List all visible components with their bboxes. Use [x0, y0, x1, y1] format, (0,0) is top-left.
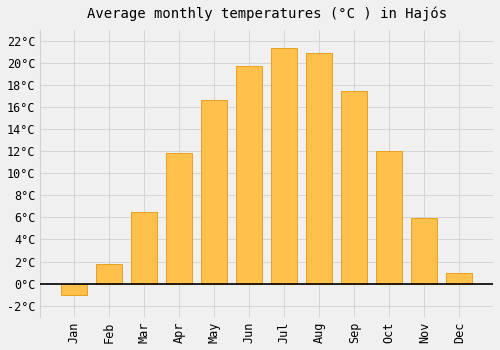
Bar: [61, 284, 87, 295]
Bar: [271, 48, 297, 284]
Bar: [376, 151, 402, 284]
Bar: [201, 100, 228, 284]
Bar: [236, 66, 262, 284]
Bar: [411, 218, 438, 284]
Title: Average monthly temperatures (°C ) in Hajós: Average monthly temperatures (°C ) in Ha…: [86, 7, 446, 21]
Bar: [166, 153, 192, 284]
Bar: [306, 53, 332, 284]
Bar: [96, 264, 122, 284]
Bar: [341, 91, 367, 284]
Bar: [446, 273, 472, 284]
Bar: [131, 212, 157, 284]
